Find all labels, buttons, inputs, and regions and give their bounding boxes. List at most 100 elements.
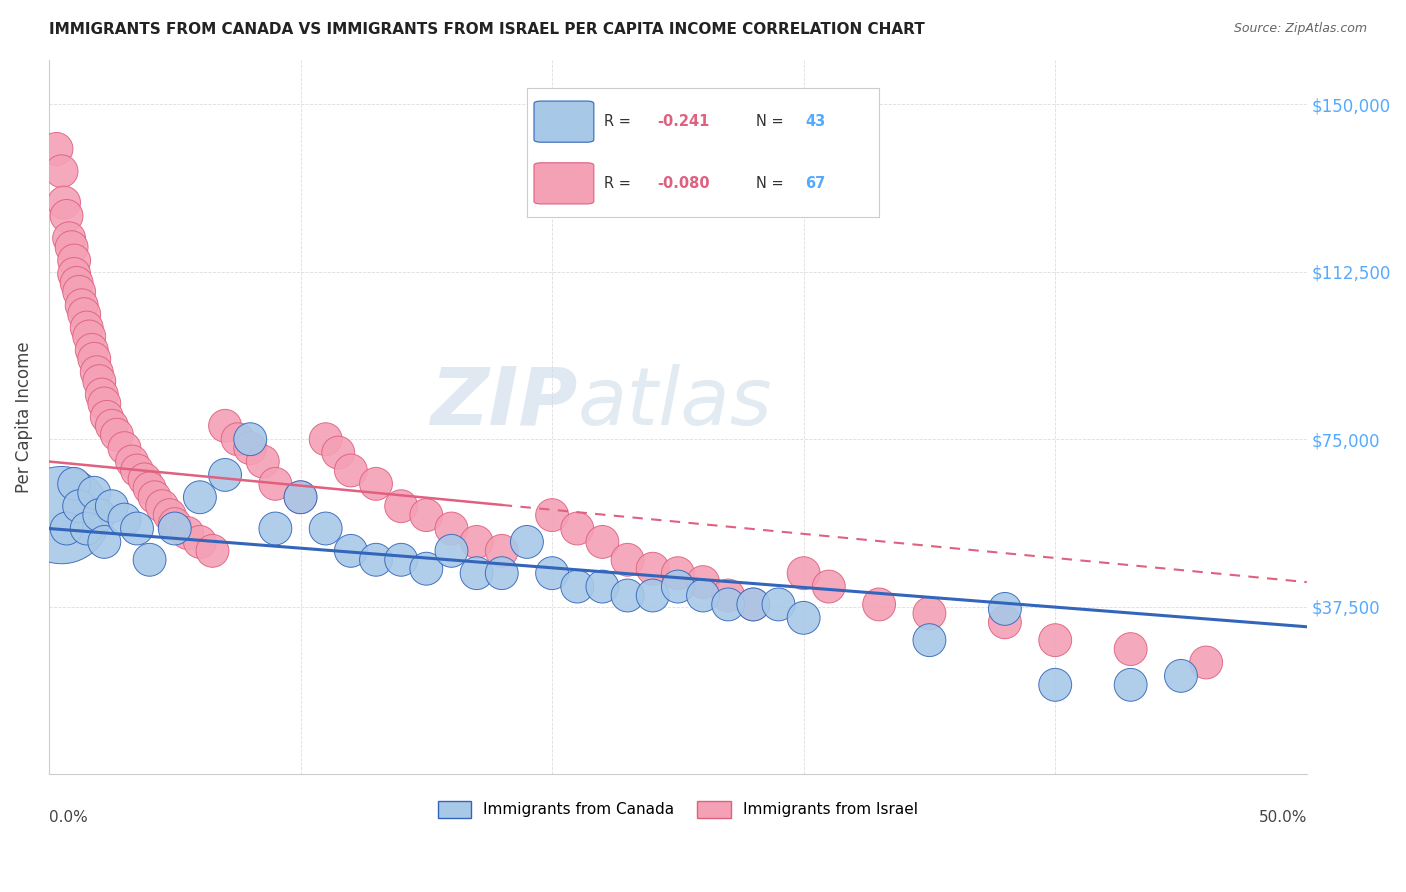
Y-axis label: Per Capita Income: Per Capita Income (15, 341, 32, 492)
Text: Source: ZipAtlas.com: Source: ZipAtlas.com (1233, 22, 1367, 36)
Point (51, 508, 73, 522)
Point (340, 463, 363, 477)
Point (101, 418, 124, 433)
Point (83, 485, 105, 500)
Point (641, 562, 664, 576)
Point (89, 508, 111, 522)
Point (201, 544, 224, 558)
Point (125, 522, 148, 536)
Point (76, 522, 98, 536)
Point (389, 553, 412, 567)
Point (994, 602, 1017, 616)
Point (214, 467, 236, 482)
Point (364, 553, 387, 567)
Point (86, 365, 108, 379)
Point (742, 598, 765, 612)
Point (415, 508, 437, 522)
Point (389, 499, 412, 513)
Point (692, 575, 714, 590)
Point (918, 607, 941, 621)
Point (868, 598, 890, 612)
Point (541, 566, 564, 581)
Point (188, 490, 211, 504)
Point (491, 566, 513, 581)
Point (55, 209, 77, 223)
Point (641, 589, 664, 603)
Point (76, 320, 98, 334)
Point (666, 566, 689, 581)
Text: IMMIGRANTS FROM CANADA VS IMMIGRANTS FROM ISRAEL PER CAPITA INCOME CORRELATION C: IMMIGRANTS FROM CANADA VS IMMIGRANTS FRO… (49, 22, 925, 37)
Point (264, 522, 287, 536)
Point (55, 522, 77, 536)
Point (67, 499, 90, 513)
Point (918, 633, 941, 648)
Point (328, 445, 350, 459)
Point (214, 418, 236, 433)
Point (793, 611, 815, 625)
Point (415, 562, 437, 576)
Point (541, 508, 564, 522)
Point (63, 267, 86, 281)
Point (77, 329, 100, 343)
Point (239, 432, 262, 446)
Point (163, 522, 186, 536)
Point (768, 598, 790, 612)
Point (89, 374, 111, 388)
Point (134, 472, 156, 486)
Point (83, 351, 105, 366)
Point (516, 535, 538, 549)
Point (340, 544, 363, 558)
Point (150, 499, 173, 513)
Point (63, 476, 86, 491)
Point (73, 307, 96, 321)
Point (315, 522, 337, 536)
Point (290, 490, 312, 504)
Point (70, 298, 93, 312)
Point (567, 522, 589, 536)
Point (53, 195, 76, 210)
Point (315, 432, 337, 446)
Point (252, 454, 274, 468)
Point (143, 490, 166, 504)
Point (666, 580, 689, 594)
Point (67, 285, 90, 299)
Point (163, 516, 186, 531)
Point (114, 512, 136, 526)
Point (290, 490, 312, 504)
Point (60, 240, 83, 254)
Point (51, 164, 73, 178)
Point (101, 499, 124, 513)
Point (264, 476, 287, 491)
Point (567, 580, 589, 594)
Point (176, 526, 198, 541)
Point (93, 535, 115, 549)
Text: 0.0%: 0.0% (49, 810, 87, 825)
Point (717, 598, 740, 612)
Point (742, 598, 765, 612)
Point (58, 231, 80, 245)
Point (80, 343, 103, 357)
Point (105, 427, 128, 442)
Point (491, 544, 513, 558)
Point (239, 441, 262, 455)
Point (226, 432, 249, 446)
Point (616, 589, 638, 603)
Point (364, 476, 387, 491)
Point (93, 396, 115, 410)
Point (591, 535, 613, 549)
Point (1045, 633, 1067, 648)
Point (616, 553, 638, 567)
Point (440, 544, 463, 558)
Point (440, 522, 463, 536)
Point (1195, 656, 1218, 670)
Point (125, 463, 148, 477)
Point (121, 454, 143, 468)
Point (138, 553, 160, 567)
Point (188, 535, 211, 549)
Point (591, 580, 613, 594)
Point (159, 508, 181, 522)
Point (90, 387, 112, 401)
Point (1045, 678, 1067, 692)
Point (817, 580, 839, 594)
Legend: Immigrants from Canada, Immigrants from Israel: Immigrants from Canada, Immigrants from … (432, 795, 924, 823)
